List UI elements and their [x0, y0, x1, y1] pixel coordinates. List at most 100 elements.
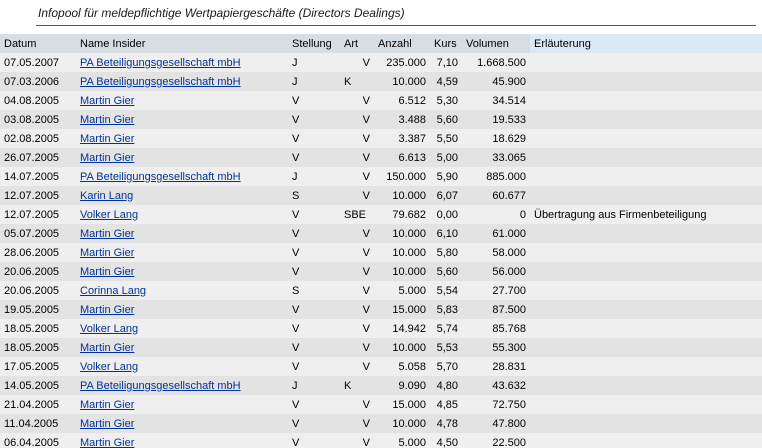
insider-link[interactable]: Martin Gier — [80, 436, 135, 448]
cell-stellung: V — [288, 148, 340, 167]
insider-link[interactable]: Martin Gier — [80, 341, 135, 354]
insider-link[interactable]: Martin Gier — [80, 303, 135, 316]
cell-datum: 18.05.2005 — [0, 338, 76, 357]
cell-kurs: 4,78 — [430, 414, 462, 433]
cell-kurs: 5,54 — [430, 281, 462, 300]
cell-kurs: 5,00 — [430, 148, 462, 167]
cell-datum: 12.07.2005 — [0, 205, 76, 224]
cell-name-insider: Martin Gier — [76, 243, 288, 262]
insider-link[interactable]: Martin Gier — [80, 265, 135, 278]
insider-link[interactable]: Volker Lang — [80, 208, 139, 221]
table-row: 18.05.2005 Volker Lang V V 14.942 5,74 8… — [0, 319, 762, 338]
cell-erlaeuterung — [530, 338, 762, 357]
insider-link[interactable]: Martin Gier — [80, 94, 135, 107]
insider-link[interactable]: PA Beteiligungsgesellschaft mbH — [80, 379, 241, 392]
cell-datum: 19.05.2005 — [0, 300, 76, 319]
cell-art: V — [340, 224, 374, 243]
cell-stellung: J — [288, 72, 340, 91]
cell-volumen: 0 — [462, 205, 530, 224]
cell-kurs: 5,50 — [430, 129, 462, 148]
col-header-name-insider: Name Insider — [76, 34, 288, 53]
cell-anzahl: 5.000 — [374, 433, 430, 448]
cell-volumen: 34.514 — [462, 91, 530, 110]
table-row: 11.04.2005 Martin Gier V V 10.000 4,78 4… — [0, 414, 762, 433]
cell-stellung: J — [288, 376, 340, 395]
table-row: 14.07.2005 PA Beteiligungsgesellschaft m… — [0, 167, 762, 186]
cell-anzahl: 235.000 — [374, 53, 430, 72]
cell-erlaeuterung — [530, 357, 762, 376]
cell-name-insider: Volker Lang — [76, 205, 288, 224]
cell-erlaeuterung: Übertragung aus Firmenbeteiligung — [530, 205, 762, 224]
insider-link[interactable]: Martin Gier — [80, 417, 135, 430]
table-row: 18.05.2005 Martin Gier V V 10.000 5,53 5… — [0, 338, 762, 357]
insider-link[interactable]: Martin Gier — [80, 227, 135, 240]
cell-stellung: V — [288, 91, 340, 110]
cell-stellung: S — [288, 281, 340, 300]
cell-erlaeuterung — [530, 376, 762, 395]
cell-erlaeuterung — [530, 110, 762, 129]
cell-name-insider: Martin Gier — [76, 224, 288, 243]
cell-volumen: 18.629 — [462, 129, 530, 148]
table-row: 12.07.2005 Volker Lang V SBE 79.682 0,00… — [0, 205, 762, 224]
insider-link[interactable]: Corinna Lang — [80, 284, 147, 297]
cell-datum: 03.08.2005 — [0, 110, 76, 129]
cell-stellung: J — [288, 53, 340, 72]
cell-kurs: 5,74 — [430, 319, 462, 338]
cell-datum: 28.06.2005 — [0, 243, 76, 262]
table-row: 04.08.2005 Martin Gier V V 6.512 5,30 34… — [0, 91, 762, 110]
insider-link[interactable]: PA Beteiligungsgesellschaft mbH — [80, 56, 241, 69]
table-row: 20.06.2005 Corinna Lang S V 5.000 5,54 2… — [0, 281, 762, 300]
table-row: 03.08.2005 Martin Gier V V 3.488 5,60 19… — [0, 110, 762, 129]
insider-link[interactable]: Martin Gier — [80, 132, 135, 145]
insider-link[interactable]: PA Beteiligungsgesellschaft mbH — [80, 170, 241, 183]
cell-art: V — [340, 395, 374, 414]
cell-erlaeuterung — [530, 262, 762, 281]
insider-link[interactable]: Volker Lang — [80, 360, 139, 373]
table-row: 07.03.2006 PA Beteiligungsgesellschaft m… — [0, 72, 762, 91]
cell-art: V — [340, 53, 374, 72]
cell-datum: 26.07.2005 — [0, 148, 76, 167]
col-header-anzahl: Anzahl — [374, 34, 430, 53]
cell-anzahl: 5.000 — [374, 281, 430, 300]
insider-link[interactable]: Martin Gier — [80, 151, 135, 164]
insider-link[interactable]: Volker Lang — [80, 322, 139, 335]
cell-volumen: 45.900 — [462, 72, 530, 91]
cell-anzahl: 14.942 — [374, 319, 430, 338]
cell-datum: 18.05.2005 — [0, 319, 76, 338]
cell-art: V — [340, 167, 374, 186]
cell-anzahl: 10.000 — [374, 72, 430, 91]
cell-volumen: 28.831 — [462, 357, 530, 376]
cell-art: V — [340, 262, 374, 281]
insider-link[interactable]: Martin Gier — [80, 398, 135, 411]
cell-volumen: 22.500 — [462, 433, 530, 448]
insider-link[interactable]: Martin Gier — [80, 113, 135, 126]
cell-erlaeuterung — [530, 53, 762, 72]
cell-volumen: 33.065 — [462, 148, 530, 167]
insider-link[interactable]: Karin Lang — [80, 189, 134, 202]
cell-kurs: 7,10 — [430, 53, 462, 72]
cell-anzahl: 10.000 — [374, 414, 430, 433]
table-row: 05.07.2005 Martin Gier V V 10.000 6,10 6… — [0, 224, 762, 243]
table-row: 20.06.2005 Martin Gier V V 10.000 5,60 5… — [0, 262, 762, 281]
cell-erlaeuterung — [530, 224, 762, 243]
table-row: 14.05.2005 PA Beteiligungsgesellschaft m… — [0, 376, 762, 395]
cell-stellung: V — [288, 319, 340, 338]
cell-name-insider: Martin Gier — [76, 300, 288, 319]
cell-anzahl: 15.000 — [374, 300, 430, 319]
cell-volumen: 1.668.500 — [462, 53, 530, 72]
cell-datum: 14.05.2005 — [0, 376, 76, 395]
cell-datum: 17.05.2005 — [0, 357, 76, 376]
cell-name-insider: Martin Gier — [76, 433, 288, 448]
cell-erlaeuterung — [530, 433, 762, 448]
cell-volumen: 885.000 — [462, 167, 530, 186]
cell-name-insider: PA Beteiligungsgesellschaft mbH — [76, 53, 288, 72]
cell-art: V — [340, 357, 374, 376]
insider-link[interactable]: PA Beteiligungsgesellschaft mbH — [80, 75, 241, 88]
cell-erlaeuterung — [530, 167, 762, 186]
insider-link[interactable]: Martin Gier — [80, 246, 135, 259]
cell-stellung: V — [288, 129, 340, 148]
table-header-row: Datum Name Insider Stellung Art Anzahl K… — [0, 34, 762, 53]
cell-name-insider: Corinna Lang — [76, 281, 288, 300]
cell-datum: 04.08.2005 — [0, 91, 76, 110]
cell-anzahl: 3.387 — [374, 129, 430, 148]
